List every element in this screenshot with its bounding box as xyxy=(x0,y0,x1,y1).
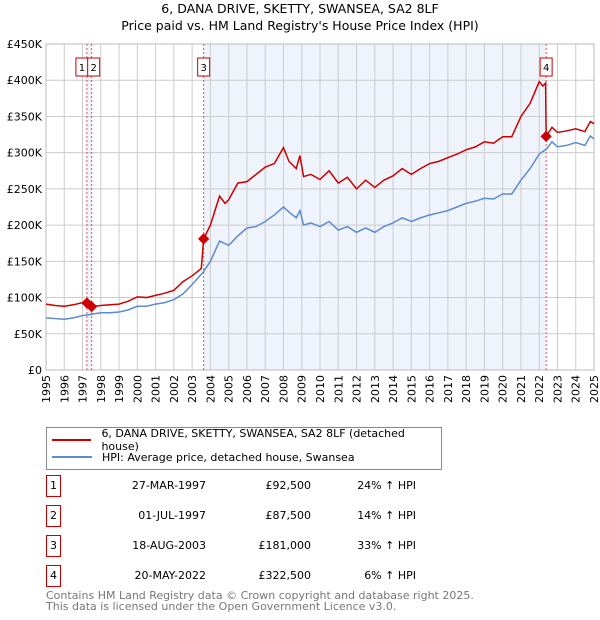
footer-licence: This data is licensed under the Open Gov… xyxy=(46,600,397,613)
x-tick-label: 2023 xyxy=(551,375,564,403)
x-tick-label: 2010 xyxy=(314,375,327,403)
x-tick-label: 2022 xyxy=(533,375,546,403)
sale-marker-label: 3 xyxy=(46,535,61,557)
sale-price: £92,500 xyxy=(265,479,312,492)
plot-frame xyxy=(45,43,595,371)
y-tick-label: £450K xyxy=(7,38,43,51)
footer-copyright: Contains HM Land Registry data © Crown c… xyxy=(46,589,474,602)
x-tick-label: 2019 xyxy=(478,375,491,403)
x-tick-label: 2014 xyxy=(387,375,400,403)
sale-date: 27-MAR-1997 xyxy=(131,479,206,492)
x-tick-label: 2009 xyxy=(296,375,309,403)
legend-label-hpi: HPI: Average price, detached house, Swan… xyxy=(102,450,355,464)
y-tick-label: £100K xyxy=(7,292,43,305)
hpi-line xyxy=(45,134,595,321)
legend-swatch-hpi xyxy=(52,456,92,458)
y-tick-label: £300K xyxy=(7,147,43,160)
y-tick-label: £50K xyxy=(14,328,43,341)
x-tick-label: 1998 xyxy=(95,375,108,403)
sale-hpi-diff: 6% ↑ HPI xyxy=(364,569,416,582)
x-tick-label: 2004 xyxy=(204,375,217,403)
sale-hpi-diff: 14% ↑ HPI xyxy=(357,509,416,522)
chart-subtitle: Price paid vs. HM Land Registry's House … xyxy=(121,18,479,33)
sale-date: 20-MAY-2022 xyxy=(134,569,206,582)
sale-point xyxy=(540,130,552,143)
sale-label-box xyxy=(87,57,101,77)
x-tick-label: 2018 xyxy=(460,375,473,403)
sale-price: £181,000 xyxy=(258,539,312,552)
x-tick-label: 2002 xyxy=(168,375,181,403)
property-price-line xyxy=(45,80,595,308)
sale-price: £322,500 xyxy=(258,569,312,582)
x-tick-label: 1996 xyxy=(58,375,71,403)
x-tick-label: 2020 xyxy=(497,375,510,403)
sale-point xyxy=(197,233,210,245)
y-tick-label: £150K xyxy=(7,255,43,268)
y-tick-label: £200K xyxy=(7,219,43,232)
x-tick-label: 1999 xyxy=(113,375,126,403)
x-tick-label: 2024 xyxy=(570,375,583,403)
x-tick-label: 2025 xyxy=(588,375,600,403)
x-tick-label: 2000 xyxy=(131,375,144,403)
sale-label: 1 xyxy=(79,63,85,74)
sale-hpi-diff: 33% ↑ HPI xyxy=(357,539,416,552)
sale-marker-label: 2 xyxy=(46,505,61,527)
legend-label-property: 6, DANA DRIVE, SKETTY, SWANSEA, SA2 8LF … xyxy=(101,427,405,453)
x-tick-label: 2016 xyxy=(424,375,437,403)
legend-swatch-property xyxy=(52,439,92,441)
x-tick-label: 2012 xyxy=(351,375,364,403)
x-tick-label: 2001 xyxy=(150,375,163,403)
sale-date: 18-AUG-2003 xyxy=(132,539,206,552)
sale-hpi-diff: 24% ↑ HPI xyxy=(357,479,416,492)
x-tick-label: 2007 xyxy=(259,375,272,403)
sale-price: £87,500 xyxy=(265,509,312,522)
sale-date: 01-JUL-1997 xyxy=(138,509,206,522)
x-tick-label: 1995 xyxy=(40,375,53,403)
chart-title: 6, DANA DRIVE, SKETTY, SWANSEA, SA2 8LF xyxy=(161,1,439,16)
x-tick-label: 2006 xyxy=(241,375,254,403)
sale-label: 4 xyxy=(543,63,549,74)
x-tick-label: 2003 xyxy=(186,375,199,403)
sale-marker-label: 1 xyxy=(46,475,61,497)
sale-label-box xyxy=(539,57,553,77)
sale-label-box xyxy=(197,57,211,77)
price-chart: 1995 1996 1997 1998 1999 2000 2001 2002 2003 2004… xyxy=(7,38,600,403)
x-tick-label: 2008 xyxy=(277,375,290,403)
x-tick-label: 2017 xyxy=(442,375,455,403)
legend: 6, DANA DRIVE, SKETTY, SWANSEA, SA2 8LF … xyxy=(46,427,442,470)
sale-label: 2 xyxy=(90,63,96,74)
y-tick-label: £400K xyxy=(7,74,43,87)
x-tick-label: 2021 xyxy=(515,375,528,403)
x-tick-label: 2013 xyxy=(369,375,382,403)
sale-period-shade xyxy=(86,44,92,370)
y-tick-label: £350K xyxy=(7,110,43,123)
x-tick-label: 2011 xyxy=(332,375,345,403)
sale-label: 3 xyxy=(200,63,206,74)
y-tick-label: £250K xyxy=(7,183,43,196)
y-tick-label: £0 xyxy=(28,364,42,377)
x-tick-label: 2005 xyxy=(223,375,236,403)
sale-marker-label: 4 xyxy=(46,565,61,587)
x-tick-label: 1997 xyxy=(77,375,90,403)
x-tick-label: 2015 xyxy=(405,375,418,403)
